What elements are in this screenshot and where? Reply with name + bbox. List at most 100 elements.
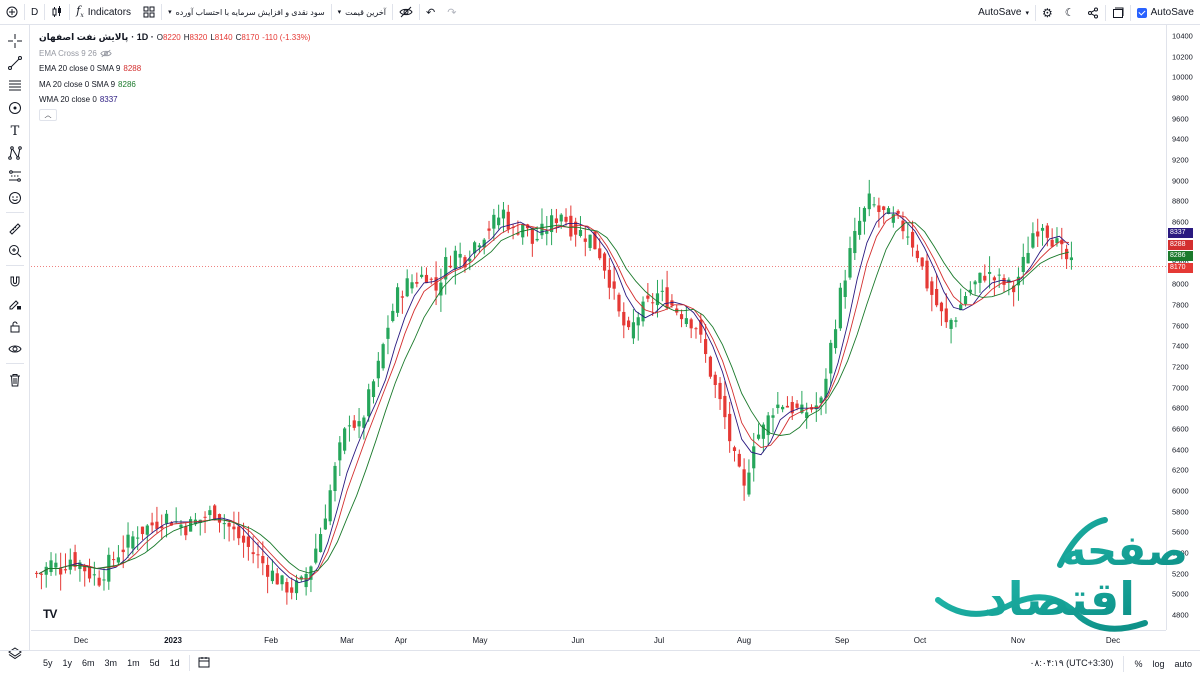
add-symbol-button[interactable] xyxy=(0,0,24,25)
hide-button[interactable] xyxy=(393,0,419,25)
candle-body xyxy=(285,582,289,593)
candle-body xyxy=(136,537,140,539)
settings-button[interactable]: ⚙ xyxy=(1036,0,1059,25)
range-button[interactable]: 6m xyxy=(82,658,95,668)
price-tick: 9200 xyxy=(1172,155,1189,165)
candle-body xyxy=(179,524,183,528)
range-button[interactable]: 1d xyxy=(169,658,180,668)
candle-body xyxy=(858,220,862,235)
time-tick: Jul xyxy=(653,636,665,645)
eye-icon[interactable] xyxy=(7,341,23,357)
candle-body xyxy=(901,220,905,232)
wma-label[interactable]: WMA 20 close 0 xyxy=(39,95,97,105)
auto-toggle[interactable]: auto xyxy=(1174,658,1192,669)
candle-body xyxy=(660,290,664,292)
theme-button[interactable]: ☾ xyxy=(1059,0,1081,25)
chart-type-button[interactable] xyxy=(45,0,69,25)
chart-pane[interactable] xyxy=(31,25,1166,630)
price-chart[interactable] xyxy=(31,25,1166,630)
interval-button[interactable]: D xyxy=(25,0,44,25)
candle-body xyxy=(781,406,785,410)
candle-body xyxy=(636,317,640,326)
candle-body xyxy=(771,415,775,418)
autosave-toggle[interactable]: AutoSave xyxy=(1131,0,1200,25)
candle-body xyxy=(318,534,323,553)
ema-cross-label[interactable]: EMA Cross 9 26 xyxy=(39,48,97,58)
candle-body xyxy=(208,510,212,516)
indicators-button[interactable]: fx Indicators xyxy=(70,0,137,25)
range-button[interactable]: 5y xyxy=(43,658,53,668)
range-button[interactable]: 3m xyxy=(104,658,118,668)
pencil-lock-icon[interactable] xyxy=(7,296,23,312)
collapse-legend-button[interactable]: ︿ xyxy=(39,109,57,122)
candle-body xyxy=(602,253,607,271)
magnet-icon[interactable] xyxy=(7,274,23,290)
ruler-icon[interactable] xyxy=(7,221,23,237)
time-axis[interactable]: TV Dec 2023 Feb Mar Apr May Jun Jul Aug Sep Oct Nov… xyxy=(31,607,1166,650)
candle-body xyxy=(328,490,332,522)
candle-body xyxy=(102,579,106,581)
time-tick: Aug xyxy=(736,636,752,645)
layouts-button[interactable] xyxy=(137,0,161,25)
candle-body xyxy=(54,562,58,568)
range-button[interactable]: 1m xyxy=(127,658,140,668)
redo-button[interactable]: ↷ xyxy=(441,0,462,25)
price-tick: 8800 xyxy=(1172,196,1189,206)
horizontal-lines-icon[interactable] xyxy=(7,77,23,93)
eye-crossed-icon[interactable] xyxy=(100,49,112,58)
candle-body xyxy=(155,521,159,529)
time-tick: Apr xyxy=(394,636,408,645)
price-source-dropdown[interactable]: ▾ آخرین قیمت xyxy=(332,0,392,25)
candle-body xyxy=(583,238,587,242)
candle-body xyxy=(395,287,400,313)
candle-body xyxy=(761,424,765,439)
symbol-name[interactable]: پالایش نفت اصفهان xyxy=(39,32,129,43)
candle-body xyxy=(381,344,385,369)
lock-icon[interactable] xyxy=(7,319,23,335)
zoom-in-icon[interactable] xyxy=(7,243,23,259)
share-button[interactable] xyxy=(1081,0,1105,25)
price-tick: 5400 xyxy=(1172,548,1189,558)
candle-body xyxy=(756,434,761,439)
candle-body xyxy=(776,404,780,409)
candle-body xyxy=(59,568,63,575)
candle-body xyxy=(867,193,871,210)
adjustment-dropdown[interactable]: ▾ سود نقدی و افزایش سرمایه با احتساب آور… xyxy=(162,0,331,25)
pattern-icon[interactable] xyxy=(7,145,23,161)
time-tick: Dec xyxy=(73,636,89,645)
crosshair-icon[interactable] xyxy=(7,33,23,49)
trash-icon[interactable] xyxy=(7,372,23,388)
log-toggle[interactable]: log xyxy=(1152,658,1165,669)
ma-label[interactable]: MA 20 close 0 SMA 9 xyxy=(39,79,116,89)
fullscreen-button[interactable] xyxy=(1106,0,1130,25)
candle-body xyxy=(742,469,746,486)
candle-body xyxy=(261,555,265,564)
text-tool-icon[interactable]: T xyxy=(10,123,20,139)
candle-body xyxy=(540,223,544,236)
percent-toggle[interactable]: % xyxy=(1134,658,1143,669)
go-to-date-button[interactable] xyxy=(194,656,214,670)
ema-label[interactable]: EMA 20 close 0 SMA 9 xyxy=(39,64,121,74)
emoji-icon[interactable] xyxy=(7,190,23,206)
candle-body xyxy=(631,322,636,339)
candle-body xyxy=(405,278,409,297)
price-axis[interactable]: 10400 10200 10000 9800 9600 9400 9200 9000 8800 8… xyxy=(1166,25,1200,630)
price-badge: 8286 xyxy=(1168,251,1193,261)
trend-line-icon[interactable] xyxy=(7,55,23,71)
candle-body xyxy=(63,569,68,571)
range-button[interactable]: 1y xyxy=(62,658,73,668)
candle-body xyxy=(853,230,857,254)
candle-body xyxy=(487,228,491,231)
prediction-icon[interactable] xyxy=(7,168,23,184)
candle-body xyxy=(34,572,39,574)
candle-body xyxy=(1045,225,1049,238)
candle-body xyxy=(294,580,299,594)
clock-time[interactable]: ۰۸:۰۴:۱۹ (UTC+3:30) xyxy=(1029,658,1114,668)
autosave-dropdown[interactable]: AutoSave ▾ xyxy=(972,0,1035,25)
candle-body xyxy=(910,231,915,248)
circle-tool-icon[interactable] xyxy=(7,100,23,116)
range-button[interactable]: 5d xyxy=(149,658,160,668)
price-badge: 8337 xyxy=(1168,228,1193,238)
interval-text: · 1D · xyxy=(131,32,154,43)
undo-button[interactable]: ↶ xyxy=(420,0,441,25)
